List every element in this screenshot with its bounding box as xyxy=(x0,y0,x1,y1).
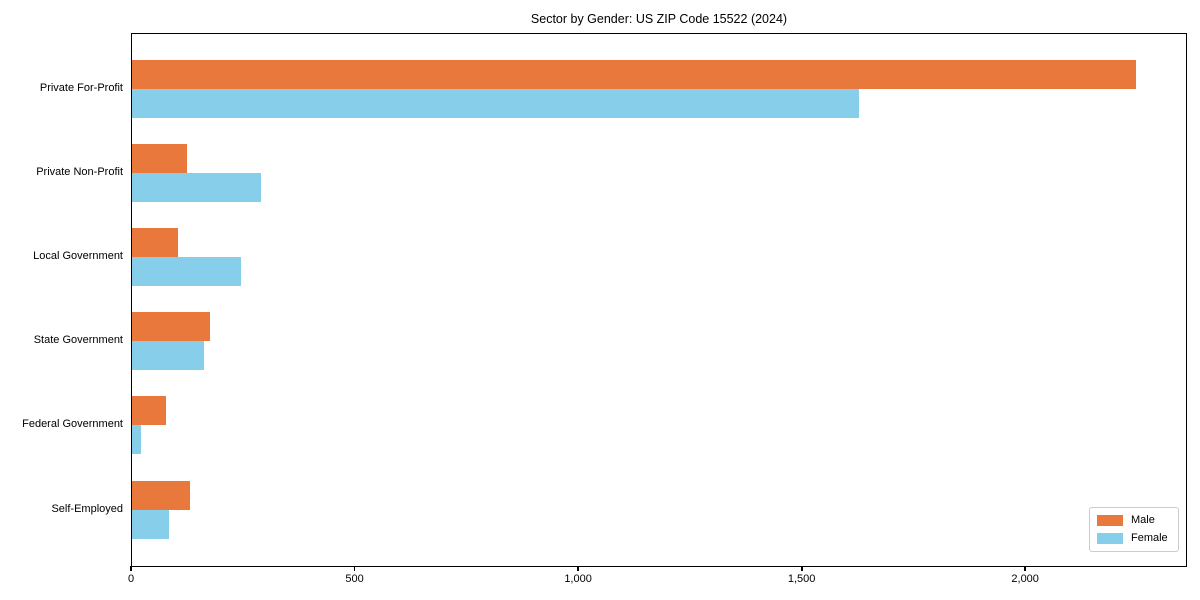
bar-male-local-government xyxy=(132,228,178,258)
plot-area xyxy=(131,33,1187,567)
x-tick-label: 0 xyxy=(127,573,135,585)
bar-female-private-non-profit xyxy=(132,173,261,203)
legend-label-female: Female xyxy=(1131,532,1168,544)
legend-item-male: Male xyxy=(1097,514,1170,527)
bar-male-self-employed xyxy=(132,480,191,510)
y-axis-label-state-government: State Government xyxy=(33,334,123,347)
legend-swatch-female xyxy=(1097,533,1123,544)
legend-label-male: Male xyxy=(1131,514,1155,526)
legend-item-female: Female xyxy=(1097,532,1170,545)
legend-swatch-male xyxy=(1097,515,1123,526)
y-axis-label-private-for-profit: Private For-Profit xyxy=(39,82,123,94)
x-tick-mark xyxy=(800,566,803,571)
x-tick-label: 1,000 xyxy=(564,573,592,585)
bar-male-federal-government xyxy=(132,396,166,426)
bar-female-local-government xyxy=(132,257,242,287)
bar-male-state-government xyxy=(132,312,210,342)
bar-female-private-for-profit xyxy=(132,89,860,118)
x-tick-label: 1,500 xyxy=(787,573,816,585)
x-tick-mark xyxy=(577,566,579,571)
x-tick-label: 500 xyxy=(345,573,364,585)
x-tick-mark xyxy=(130,566,132,571)
bar-female-state-government xyxy=(132,341,204,371)
y-axis-label-self-employed: Self-Employed xyxy=(51,502,123,515)
bar-male-private-for-profit xyxy=(132,60,1137,89)
bar-male-private-non-profit xyxy=(132,144,187,174)
x-tick-label: 2,000 xyxy=(1011,573,1039,585)
chart-title: Sector by Gender: US ZIP Code 15522 (202… xyxy=(530,12,788,26)
y-axis-label-private-non-profit: Private Non-Profit xyxy=(36,166,123,179)
x-tick-mark xyxy=(1024,566,1027,571)
legend: Male Female xyxy=(1089,507,1179,552)
y-axis-label-local-government: Local Government xyxy=(33,250,123,263)
y-axis-label-federal-government: Federal Government xyxy=(22,418,123,431)
bar-female-self-employed xyxy=(132,509,169,539)
x-tick-mark xyxy=(353,566,356,571)
bar-female-federal-government xyxy=(132,425,141,455)
